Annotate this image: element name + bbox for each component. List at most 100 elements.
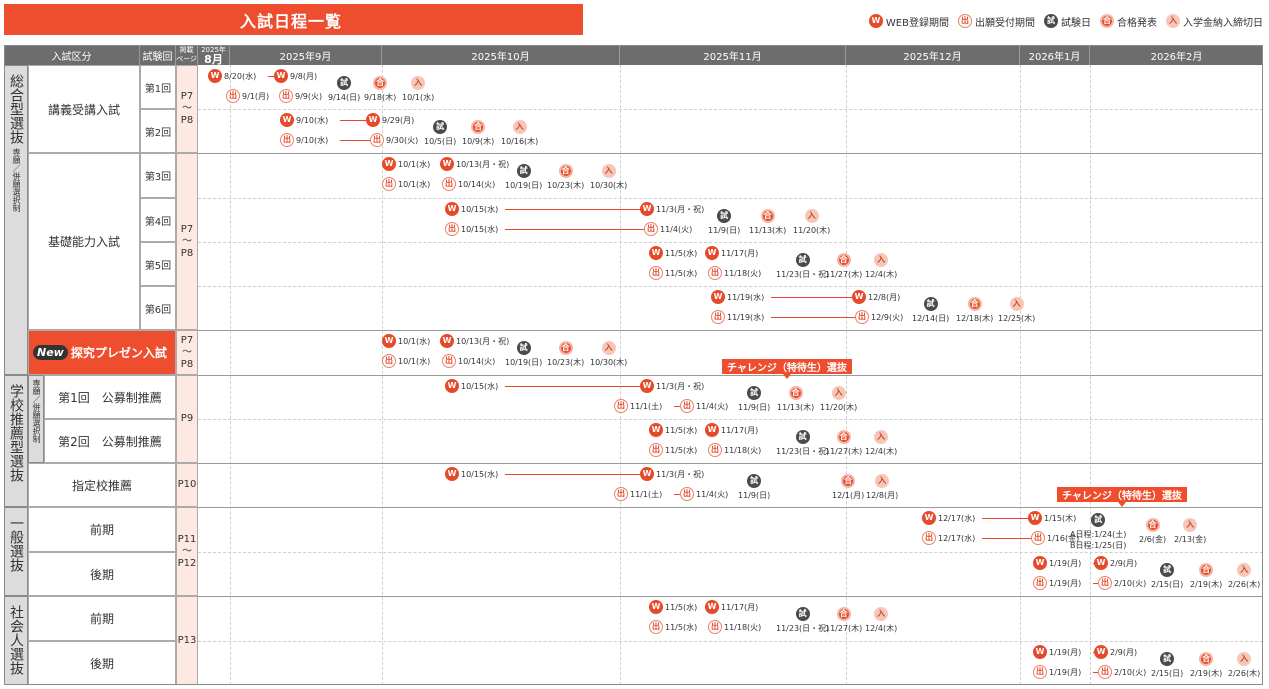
category-shakai-zenki: 前期 (28, 596, 176, 641)
event-date: 11/13(木) (777, 403, 815, 412)
result-icon: 合 (1199, 652, 1214, 666)
challenge-label: チャレンジ（特待生）選抜 (722, 359, 852, 379)
application-icon: 出 (644, 222, 658, 236)
event-date: 9/10(水) (296, 135, 329, 145)
new-badge: New (33, 345, 68, 360)
legend-label: 試験日 (1061, 17, 1091, 29)
event-date: 12/1(月) (832, 491, 865, 500)
period-line (982, 518, 1028, 519)
event-date: 9/30(火) (386, 135, 419, 145)
row-divider (198, 198, 1263, 199)
application-period-date: 出 1/19(月) (1033, 665, 1081, 679)
result-date: 合 10/23(木) (547, 164, 584, 191)
period-line (771, 317, 855, 318)
web-registration-icon: W (852, 290, 866, 304)
event-date: 11/3(月・祝) (656, 204, 705, 214)
web-registration-icon: W (868, 14, 883, 28)
page-title: 入試日程一覧 (4, 4, 583, 35)
event-date: 12/8(月) (866, 491, 899, 500)
page-cell: P11 〜 P12 (176, 507, 198, 596)
page-text: P7 (180, 223, 194, 235)
header-page-top: 掲載 (179, 46, 194, 54)
event-date: 11/9(日) (708, 226, 741, 235)
event-date: 10/19(日) (505, 358, 543, 367)
event-date: 10/1(水) (402, 93, 435, 102)
application-period-date: 出 11/4(火) (680, 487, 728, 501)
event-date: 10/23(木) (547, 358, 585, 367)
event-date: 1/19(月) (1049, 558, 1082, 568)
period-line (340, 120, 366, 121)
event-date: 11/9(日) (738, 491, 771, 500)
application-icon: 出 (442, 177, 456, 191)
application-period-date: 出 11/18(火) (708, 443, 761, 457)
event-date: 9/9(火) (295, 91, 323, 101)
period-line (982, 538, 1031, 539)
application-icon: 出 (855, 310, 869, 324)
row-divider (198, 552, 1263, 553)
page-text: P8 (180, 358, 194, 370)
application-icon: 出 (708, 620, 722, 634)
exam-icon: 試 (747, 474, 762, 488)
exam-date: 試 11/23(日・祝) (776, 607, 829, 634)
web-period-date: W 12/17(水) (922, 511, 975, 525)
event-date: 1/16(金) (1047, 533, 1080, 543)
exam-icon: 試 (717, 209, 732, 223)
event-date: 11/5(水) (665, 602, 698, 612)
web-period-date: W 10/15(水) (445, 202, 498, 216)
web-period-date: W 1/19(月) (1033, 556, 1081, 570)
header-aug: 2025年 8月 (198, 45, 230, 65)
web-registration-icon: W (440, 334, 454, 348)
application-icon: 出 (1031, 531, 1045, 545)
application-period-date: 出 2/10(火) (1098, 576, 1146, 590)
challenge-label: チャレンジ（特待生）選抜 (1057, 487, 1187, 507)
web-period-date: W 11/17(月) (705, 600, 758, 614)
header-month: 2025年10月 (382, 45, 620, 65)
application-icon: 出 (382, 177, 396, 191)
web-registration-icon: W (640, 467, 654, 481)
category-koubo1: 第1回 公募制推薦 (44, 375, 176, 419)
event-date: 12/18(木) (956, 314, 994, 323)
suisen-sub-text: 専願／併願選択制 (32, 379, 41, 443)
event-date: 11/4(火) (660, 224, 693, 234)
exam-icon: 試 (1160, 563, 1175, 577)
round-cell: 第5回 (140, 242, 176, 286)
page-text: P13 (177, 634, 197, 646)
period-line (505, 209, 640, 210)
event-date: 11/13(木) (749, 226, 787, 235)
result-icon: 合 (471, 120, 486, 134)
event-date: 11/3(月・祝) (656, 381, 705, 391)
result-icon: 合 (558, 341, 573, 355)
enrollment-fee-icon: 入 (804, 209, 819, 223)
enrollment-deadline: 入 11/20(木) (820, 386, 857, 413)
page-text: 〜 (182, 235, 192, 247)
event-date: 10/1(水) (398, 336, 431, 346)
row-divider (198, 242, 1263, 243)
exam-icon: 試 (747, 386, 762, 400)
exam-icon: 試 (1091, 513, 1106, 527)
row-divider (198, 596, 1263, 597)
result-icon: 合 (836, 430, 851, 444)
enrollment-fee-icon: 入 (1166, 14, 1180, 28)
web-period-date: W 11/3(月・祝) (640, 379, 704, 393)
category-shitei: 指定校推薦 (28, 463, 176, 507)
result-date: 合 10/23(木) (547, 341, 584, 368)
result-date: 合 9/18(木) (364, 76, 396, 103)
exam-icon: 試 (795, 253, 810, 267)
application-period-date: 出 12/17(水) (922, 531, 975, 545)
web-registration-icon: W (440, 157, 454, 171)
category-tankyu: New 探究プレゼン入試 (28, 330, 176, 375)
result-date: 合 10/9(木) (462, 120, 494, 147)
category-kiso: 基礎能力入試 (28, 153, 140, 330)
category-tankyu-label: 探究プレゼン入試 (70, 346, 167, 360)
group-sogo: 総合型選抜 専願／併願選択制 (4, 65, 28, 375)
web-registration-icon: W (1028, 511, 1042, 525)
event-date: 10/13(月・祝) (456, 159, 510, 169)
web-period-date: W 11/17(月) (705, 246, 758, 260)
event-date: 2/26(木) (1228, 580, 1261, 589)
event-date: 10/15(水) (461, 224, 499, 234)
result-icon: 合 (967, 297, 982, 311)
event-date: 11/17(月) (721, 602, 759, 612)
event-date: 2/19(木) (1190, 580, 1223, 589)
row-divider (198, 419, 1263, 420)
result-icon: 合 (836, 607, 851, 621)
